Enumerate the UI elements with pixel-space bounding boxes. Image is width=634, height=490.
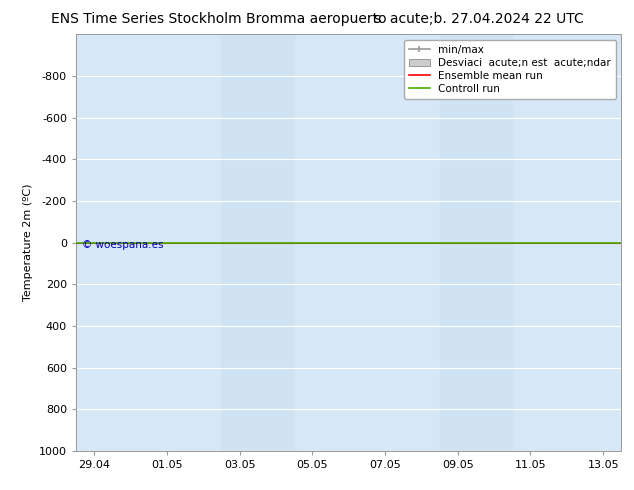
Text: s  acute;b. 27.04.2024 22 UTC: s acute;b. 27.04.2024 22 UTC (373, 12, 583, 26)
Text: © woespana.es: © woespana.es (82, 240, 163, 249)
Text: ENS Time Series Stockholm Bromma aeropuerto: ENS Time Series Stockholm Bromma aeropue… (51, 12, 386, 26)
Y-axis label: Temperature 2m (ºC): Temperature 2m (ºC) (23, 184, 34, 301)
Bar (439, 34, 512, 451)
Bar (221, 34, 294, 451)
Legend: min/max, Desviaci  acute;n est  acute;ndar, Ensemble mean run, Controll run: min/max, Desviaci acute;n est acute;ndar… (404, 40, 616, 99)
